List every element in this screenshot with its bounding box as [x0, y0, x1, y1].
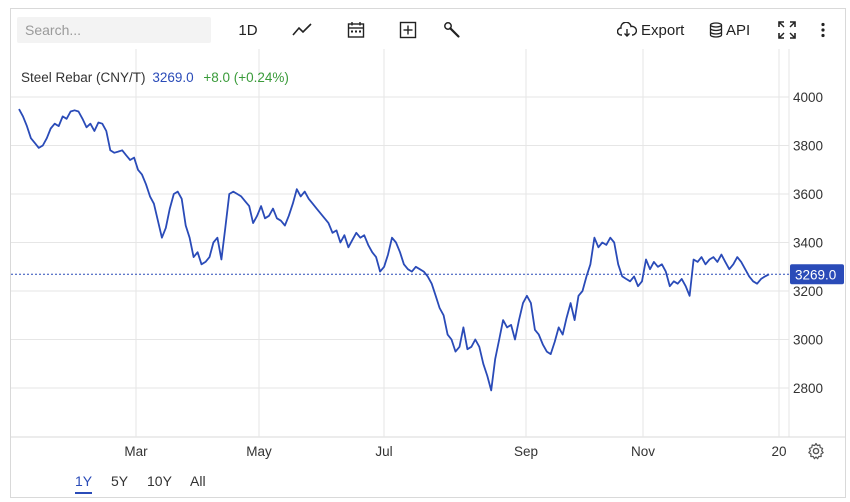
plus-box-icon	[399, 21, 417, 39]
range-10y[interactable]: 10Y	[147, 473, 172, 489]
more-button[interactable]	[813, 17, 833, 43]
y-tick-label: 4000	[793, 90, 823, 105]
last-price-tag-label: 3269.0	[795, 267, 836, 282]
interval-button[interactable]: 1D	[233, 17, 263, 43]
y-tick-label: 3200	[793, 284, 823, 299]
y-tick-label: 3800	[793, 139, 823, 154]
api-label: API	[726, 21, 751, 39]
calendar-icon	[347, 21, 365, 39]
price-chart[interactable]: 2800 3000 3200 3400 3600 3800 4000 Mar May Jul Sep…	[11, 49, 845, 464]
last-price-tag	[790, 264, 844, 285]
fullscreen-icon	[778, 21, 796, 39]
more-vertical-icon	[821, 22, 825, 38]
y-tick-label: 2800	[793, 381, 823, 396]
line-chart-icon	[292, 23, 312, 37]
x-tick-label: Mar	[124, 444, 148, 459]
export-label: Export	[641, 21, 685, 39]
chart-area: 2800 3000 3200 3400 3600 3800 4000 Mar May Jul Sep…	[11, 49, 845, 464]
legend-instrument-name: Steel Rebar (CNY/T)	[21, 70, 146, 85]
chart-legend: Steel Rebar (CNY/T) 3269.0 +8.0 (+0.24%)	[21, 70, 289, 85]
chart-toolbar: 1D Export	[11, 9, 845, 49]
export-button[interactable]: Export	[617, 17, 689, 43]
range-5y[interactable]: 5Y	[111, 473, 129, 489]
x-tick-label: Nov	[631, 444, 655, 459]
database-icon	[709, 22, 723, 38]
chart-settings-button[interactable]	[807, 442, 825, 460]
fullscreen-button[interactable]	[775, 17, 799, 43]
cloud-download-icon	[617, 22, 637, 38]
chart-widget: 1D Export	[10, 8, 846, 498]
x-tick-label: Sep	[514, 444, 538, 459]
date-range-button[interactable]	[343, 17, 369, 43]
api-button[interactable]: API	[709, 17, 753, 43]
gear-icon	[807, 442, 825, 464]
search-input[interactable]	[17, 17, 211, 43]
tools-button[interactable]	[439, 17, 465, 43]
chart-type-button[interactable]	[289, 17, 315, 43]
x-tick-label: Jul	[375, 444, 392, 459]
add-indicator-button[interactable]	[395, 17, 421, 43]
y-tick-label: 3000	[793, 333, 823, 348]
range-1y[interactable]: 1Y	[75, 473, 93, 494]
range-selector: 1Y 5Y 10Y All	[11, 467, 845, 497]
legend-price: 3269.0	[152, 70, 194, 85]
series-line	[18, 108, 770, 392]
y-tick-label: 3600	[793, 187, 823, 202]
interval-label: 1D	[238, 21, 258, 39]
range-all[interactable]: All	[190, 473, 206, 489]
x-tick-label: May	[246, 444, 272, 459]
x-tick-label: 20	[771, 444, 786, 459]
y-tick-label: 3400	[793, 236, 823, 251]
legend-change: +8.0 (+0.24%)	[203, 70, 289, 85]
wrench-icon	[443, 21, 461, 39]
